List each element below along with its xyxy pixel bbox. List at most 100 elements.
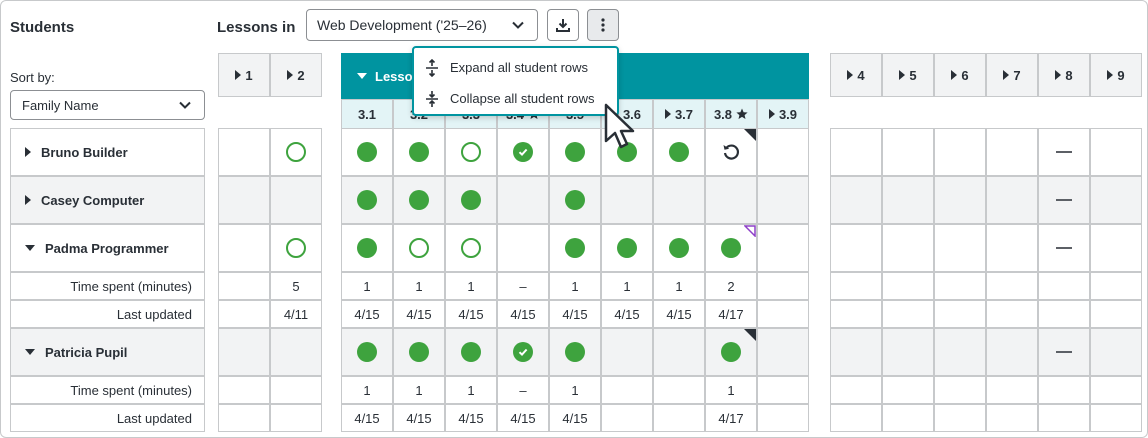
progress-cell-lesson1[interactable] [218, 328, 270, 376]
last-updated-level-cell: 4/15 [445, 300, 497, 328]
progress-cell-level[interactable] [393, 328, 445, 376]
progress-cell-lesson-7[interactable] [986, 176, 1038, 224]
lesson-header-label: 7 [1013, 67, 1021, 83]
lesson-header-7[interactable]: 7 [986, 53, 1038, 97]
student-name-cell[interactable]: Bruno Builder [10, 128, 205, 176]
progress-cell-level[interactable] [497, 224, 549, 272]
lesson-header-4[interactable]: 4 [830, 53, 882, 97]
download-button[interactable] [547, 9, 579, 41]
progress-cell-lesson2[interactable] [270, 176, 322, 224]
progress-cell-level[interactable] [549, 224, 601, 272]
progress-cell-level[interactable] [393, 128, 445, 176]
progress-cell-level[interactable] [653, 176, 705, 224]
progress-cell-lesson-4[interactable] [830, 176, 882, 224]
progress-cell-lesson-6[interactable] [934, 176, 986, 224]
expand-vertical-icon [426, 58, 438, 77]
progress-cell-level[interactable] [341, 328, 393, 376]
progress-cell-level[interactable] [393, 224, 445, 272]
time-spent-lesson-cell [830, 376, 882, 404]
progress-cell-lesson2[interactable] [270, 128, 322, 176]
progress-cell-level[interactable] [705, 224, 757, 272]
progress-cell-lesson-7[interactable] [986, 224, 1038, 272]
level-header-3-9[interactable]: 3.9 [757, 99, 809, 129]
progress-cell-level[interactable] [549, 176, 601, 224]
sort-select[interactable]: Family Name [10, 90, 205, 120]
progress-cell-lesson-6[interactable] [934, 328, 986, 376]
progress-cell-level[interactable] [445, 176, 497, 224]
lesson-header-9[interactable]: 9 [1090, 53, 1142, 97]
time-spent-level-cell: 1 [445, 272, 497, 300]
progress-cell-lesson-6[interactable] [934, 224, 986, 272]
last-updated-value: 4/15 [666, 306, 692, 322]
progress-cell-level[interactable] [497, 328, 549, 376]
not-applicable-icon [1056, 151, 1072, 153]
progress-cell-level[interactable] [757, 176, 809, 224]
progress-cell-level[interactable] [341, 128, 393, 176]
progress-cell-lesson2[interactable] [270, 224, 322, 272]
progress-cell-lesson1[interactable] [218, 224, 270, 272]
progress-cell-level[interactable] [757, 328, 809, 376]
student-name-cell[interactable]: Patricia Pupil [10, 328, 205, 376]
progress-cell-level[interactable] [445, 328, 497, 376]
student-name-cell[interactable]: Padma Programmer [10, 224, 205, 272]
progress-cell-level[interactable] [705, 328, 757, 376]
lesson-header-5[interactable]: 5 [882, 53, 934, 97]
level-header-3-8[interactable]: 3.8 [705, 99, 757, 129]
lesson-header-2[interactable]: 2 [270, 53, 322, 97]
progress-cell-level[interactable] [341, 224, 393, 272]
progress-cell-level[interactable] [445, 128, 497, 176]
progress-cell-level[interactable] [705, 176, 757, 224]
progress-cell-level[interactable] [393, 176, 445, 224]
more-options-button[interactable] [587, 9, 619, 41]
progress-cell-lesson2[interactable] [270, 328, 322, 376]
last-updated-level-cell: 4/15 [601, 300, 653, 328]
progress-cell-lesson-9[interactable] [1090, 224, 1142, 272]
progress-cell-lesson-9[interactable] [1090, 176, 1142, 224]
progress-cell-level[interactable] [653, 328, 705, 376]
progress-cell-lesson-4[interactable] [830, 128, 882, 176]
progress-cell-level[interactable] [757, 224, 809, 272]
progress-cell-lesson-4[interactable] [830, 328, 882, 376]
caret-right-icon [25, 147, 31, 157]
progress-cell-level[interactable] [601, 176, 653, 224]
progress-cell-level[interactable] [653, 128, 705, 176]
progress-cell-level[interactable] [601, 224, 653, 272]
progress-cell-level[interactable] [341, 176, 393, 224]
progress-cell-lesson-9[interactable] [1090, 128, 1142, 176]
progress-cell-level[interactable] [549, 128, 601, 176]
progress-cell-level[interactable] [549, 328, 601, 376]
progress-cell-level[interactable] [601, 328, 653, 376]
student-name-cell[interactable]: Casey Computer [10, 176, 205, 224]
progress-cell-lesson-8[interactable] [1038, 224, 1090, 272]
progress-cell-lesson-7[interactable] [986, 128, 1038, 176]
progress-cell-lesson-7[interactable] [986, 328, 1038, 376]
progress-cell-level[interactable] [705, 128, 757, 176]
expand-all-rows-item[interactable]: Expand all student rows [414, 52, 617, 83]
progress-cell-lesson-6[interactable] [934, 128, 986, 176]
progress-cell-lesson1[interactable] [218, 176, 270, 224]
progress-cell-lesson-8[interactable] [1038, 328, 1090, 376]
progress-cell-lesson-4[interactable] [830, 224, 882, 272]
lesson-header-8[interactable]: 8 [1038, 53, 1090, 97]
progress-cell-lesson-5[interactable] [882, 176, 934, 224]
progress-cell-lesson-8[interactable] [1038, 176, 1090, 224]
progress-cell-lesson-5[interactable] [882, 224, 934, 272]
progress-cell-lesson-9[interactable] [1090, 328, 1142, 376]
progress-cell-lesson-5[interactable] [882, 128, 934, 176]
progress-cell-lesson-5[interactable] [882, 328, 934, 376]
unit-select[interactable]: Web Development ('25–26) [306, 9, 538, 41]
progress-cell-level[interactable] [757, 128, 809, 176]
time-spent-level-cell: 1 [393, 272, 445, 300]
lesson-header-6[interactable]: 6 [934, 53, 986, 97]
level-header-3-7[interactable]: 3.7 [653, 99, 705, 129]
progress-cell-level[interactable] [497, 128, 549, 176]
level-header-3-1[interactable]: 3.1 [341, 99, 393, 129]
progress-cell-lesson1[interactable] [218, 128, 270, 176]
progress-cell-level[interactable] [445, 224, 497, 272]
progress-cell-lesson-8[interactable] [1038, 128, 1090, 176]
lesson-header-1[interactable]: 1 [218, 53, 270, 97]
progress-cell-level[interactable] [497, 176, 549, 224]
caret-right-icon [1003, 70, 1010, 80]
collapse-all-rows-item[interactable]: Collapse all student rows [414, 83, 617, 114]
progress-cell-level[interactable] [653, 224, 705, 272]
